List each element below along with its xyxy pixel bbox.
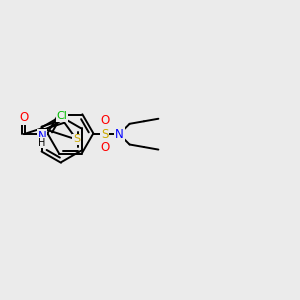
Text: H: H <box>38 138 46 148</box>
Text: S: S <box>73 134 80 145</box>
Text: O: O <box>100 114 109 127</box>
Text: S: S <box>101 128 108 141</box>
Text: N: N <box>38 130 46 143</box>
Text: Cl: Cl <box>56 111 68 121</box>
Text: O: O <box>19 112 28 124</box>
Text: N: N <box>115 128 124 141</box>
Text: O: O <box>100 141 109 154</box>
